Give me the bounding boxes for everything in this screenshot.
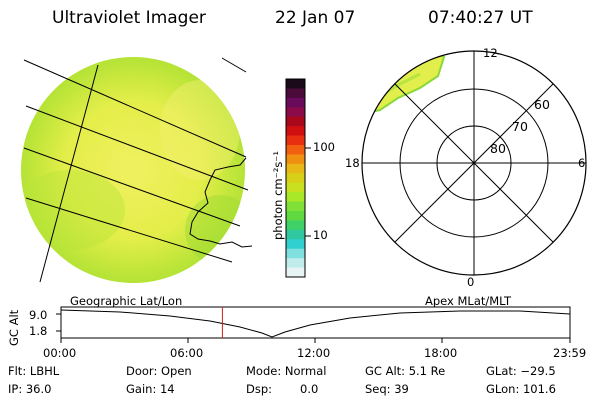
lat-lon-grid bbox=[23, 57, 249, 283]
mode-info: Mode: Normal bbox=[246, 364, 327, 378]
disk-texture bbox=[21, 80, 245, 265]
xtick-0600: 06:00 bbox=[170, 346, 204, 360]
colorbar-cell bbox=[286, 107, 305, 118]
xtick-1200: 12:00 bbox=[297, 346, 331, 360]
timeline-plot bbox=[56, 306, 571, 343]
dsp-value: 0.0 bbox=[300, 382, 319, 396]
colorbar-cell bbox=[286, 154, 305, 165]
filter-info: Flt: LBHL bbox=[8, 364, 60, 378]
colorbar-cell bbox=[286, 163, 305, 174]
colorbar bbox=[285, 78, 311, 278]
colorbar-cell bbox=[286, 192, 305, 203]
colorbar-cell bbox=[286, 258, 305, 269]
ip-info: IP: 36.0 bbox=[8, 382, 52, 396]
dsp-info: Dsp: bbox=[246, 382, 273, 396]
gain-info: Gain: 14 bbox=[126, 382, 175, 396]
ytick-9: 9.0 bbox=[29, 308, 48, 322]
colorbar-cell bbox=[286, 239, 305, 250]
colorbar-cell bbox=[286, 229, 305, 240]
colorbar-cell bbox=[286, 145, 305, 156]
colorbar-cell bbox=[286, 267, 305, 278]
glat-info: GLat: −29.5 bbox=[486, 364, 556, 378]
timeline-right-label: Apex MLat/MLT bbox=[425, 294, 512, 308]
instrument-title: Ultraviolet Imager bbox=[52, 8, 206, 28]
door-info: Door: Open bbox=[126, 364, 192, 378]
colorbar-cell bbox=[286, 79, 305, 90]
xtick-1800: 18:00 bbox=[424, 346, 458, 360]
colorbar-tick-100: 100 bbox=[313, 140, 335, 154]
colorbar-cell bbox=[286, 173, 305, 184]
colorbar-cell bbox=[286, 97, 305, 108]
timeline-y-label: GC Alt bbox=[7, 309, 21, 346]
lat-label-70: 70 bbox=[512, 119, 528, 134]
colorbar-cell bbox=[286, 220, 305, 231]
earth-image bbox=[21, 57, 253, 283]
xtick-0000: 00:00 bbox=[43, 346, 77, 360]
polar-plot bbox=[361, 50, 587, 276]
mlt-label-6: 6 bbox=[578, 156, 586, 170]
coastline bbox=[189, 157, 253, 248]
mlt-label-0: 0 bbox=[467, 275, 475, 289]
timeline-left-label: Geographic Lat/Lon bbox=[70, 294, 183, 308]
colorbar-cell bbox=[286, 201, 305, 212]
xtick-2359: 23:59 bbox=[553, 346, 587, 360]
seq-info: Seq: 39 bbox=[365, 382, 409, 396]
time-label: 07:40:27 UT bbox=[428, 8, 533, 28]
colorbar-unit-label: photon cm⁻²s⁻¹ bbox=[271, 151, 285, 240]
colorbar-cell bbox=[286, 248, 305, 259]
colorbar-cell bbox=[286, 116, 305, 127]
glon-info: GLon: 101.6 bbox=[486, 382, 556, 396]
colorbar-cell bbox=[286, 135, 305, 146]
colorbar-tick-10: 10 bbox=[313, 228, 328, 242]
colorbar-cell bbox=[286, 182, 305, 193]
lat-label-80: 80 bbox=[490, 141, 506, 156]
colorbar-cell bbox=[286, 126, 305, 137]
altitude-curve bbox=[60, 309, 571, 338]
colorbar-cell bbox=[286, 88, 305, 99]
mlt-label-12: 12 bbox=[483, 46, 498, 60]
timeline-x-ticks bbox=[60, 338, 571, 343]
gc-alt-info: GC Alt: 5.1 Re bbox=[365, 364, 446, 378]
ytick-1-8: 1.8 bbox=[29, 324, 48, 338]
date-label: 22 Jan 07 bbox=[275, 8, 356, 28]
mlt-label-18: 18 bbox=[345, 156, 360, 170]
colorbar-cell bbox=[286, 211, 305, 222]
lat-label-60: 60 bbox=[534, 97, 550, 112]
